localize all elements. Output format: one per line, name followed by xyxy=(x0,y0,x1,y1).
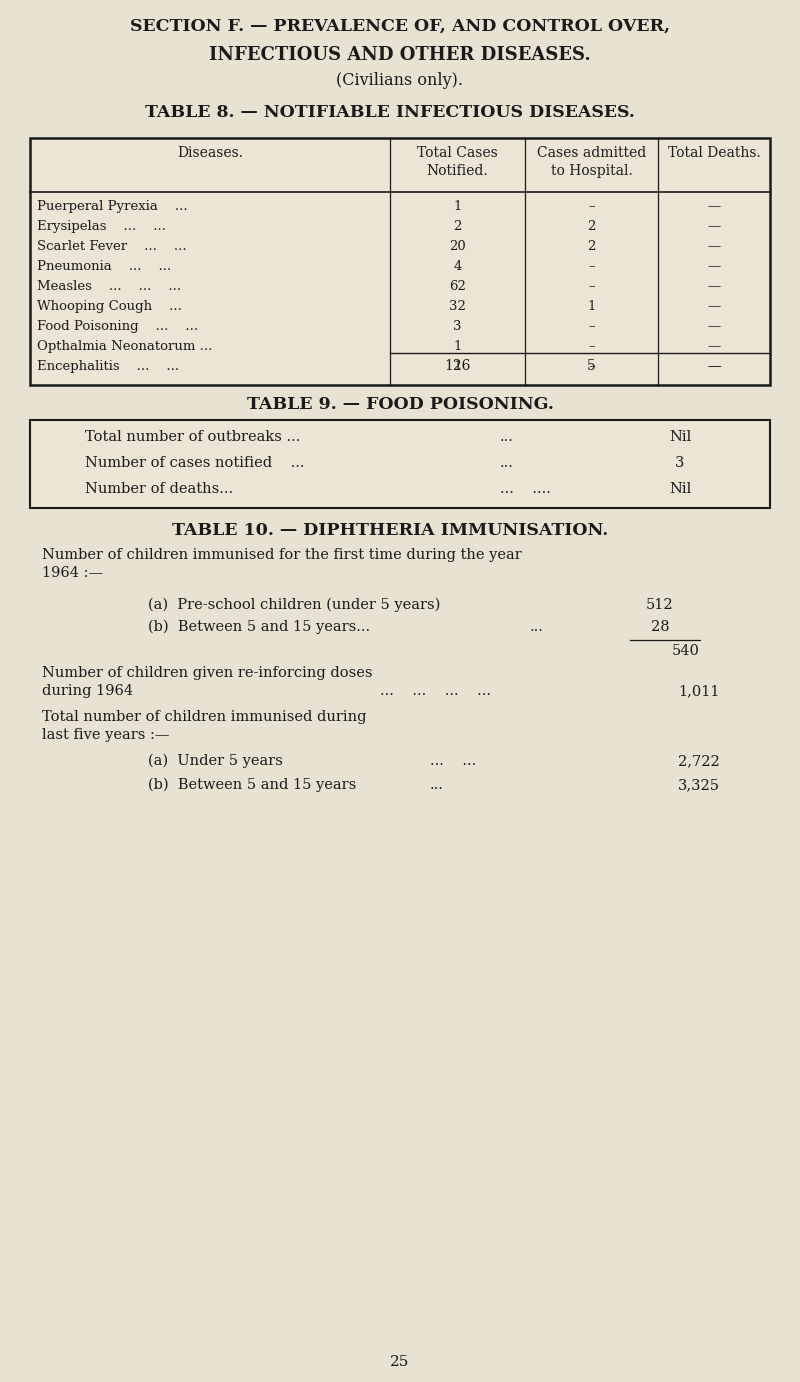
Text: —: — xyxy=(707,260,721,274)
Text: (b)  Between 5 and 15 years: (b) Between 5 and 15 years xyxy=(148,778,356,792)
Text: 4: 4 xyxy=(454,260,462,274)
Text: 1: 1 xyxy=(454,200,462,213)
Text: SECTION F. — PREVALENCE OF, AND CONTROL OVER,: SECTION F. — PREVALENCE OF, AND CONTROL … xyxy=(130,18,670,35)
Text: Food Poisoning    ...    ...: Food Poisoning ... ... xyxy=(37,321,198,333)
Text: 1: 1 xyxy=(587,300,596,312)
Text: 2,722: 2,722 xyxy=(678,755,720,768)
Text: Nil: Nil xyxy=(669,430,691,444)
Text: —: — xyxy=(707,281,721,293)
Text: Diseases.: Diseases. xyxy=(177,146,243,160)
Text: –: – xyxy=(588,321,595,333)
Text: last five years :—: last five years :— xyxy=(42,728,170,742)
Text: TABLE 9. — FOOD POISONING.: TABLE 9. — FOOD POISONING. xyxy=(246,397,554,413)
Text: 2: 2 xyxy=(587,220,596,234)
Text: Total Deaths.: Total Deaths. xyxy=(668,146,760,160)
Text: INFECTIOUS AND OTHER DISEASES.: INFECTIOUS AND OTHER DISEASES. xyxy=(209,46,591,64)
Text: 540: 540 xyxy=(672,644,700,658)
Text: —: — xyxy=(707,240,721,253)
Text: ...: ... xyxy=(500,456,514,470)
Text: 3: 3 xyxy=(675,456,685,470)
Text: Number of children immunised for the first time during the year: Number of children immunised for the fir… xyxy=(42,549,522,562)
Text: 20: 20 xyxy=(449,240,466,253)
Text: during 1964: during 1964 xyxy=(42,684,133,698)
Text: Scarlet Fever    ...    ...: Scarlet Fever ... ... xyxy=(37,240,186,253)
Text: Number of deaths...: Number of deaths... xyxy=(85,482,233,496)
Text: ...: ... xyxy=(530,621,544,634)
Text: Total number of outbreaks ...: Total number of outbreaks ... xyxy=(85,430,300,444)
Bar xyxy=(30,138,770,386)
Text: 3: 3 xyxy=(454,321,462,333)
Text: (a)  Pre-school children (under 5 years): (a) Pre-school children (under 5 years) xyxy=(148,598,440,612)
Text: 3,325: 3,325 xyxy=(678,778,720,792)
Text: 1,011: 1,011 xyxy=(678,684,720,698)
Text: —: — xyxy=(707,200,721,213)
Text: —: — xyxy=(707,321,721,333)
Text: ...: ... xyxy=(500,430,514,444)
Text: Measles    ...    ...    ...: Measles ... ... ... xyxy=(37,281,181,293)
Text: Total number of children immunised during: Total number of children immunised durin… xyxy=(42,710,366,724)
Text: –: – xyxy=(588,340,595,352)
Text: –: – xyxy=(588,281,595,293)
Text: 32: 32 xyxy=(449,300,466,312)
Text: Whooping Cough    ...: Whooping Cough ... xyxy=(37,300,182,312)
Text: –: – xyxy=(588,359,595,373)
Text: 2: 2 xyxy=(454,220,462,234)
Text: Opthalmia Neonatorum ...: Opthalmia Neonatorum ... xyxy=(37,340,212,352)
Text: Erysipelas    ...    ...: Erysipelas ... ... xyxy=(37,220,166,234)
Text: —: — xyxy=(707,220,721,234)
Text: 512: 512 xyxy=(646,598,674,612)
Text: –: – xyxy=(588,200,595,213)
Text: ...    ...    ...    ...: ... ... ... ... xyxy=(380,684,491,698)
Text: (b)  Between 5 and 15 years...: (b) Between 5 and 15 years... xyxy=(148,621,370,634)
Text: (a)  Under 5 years: (a) Under 5 years xyxy=(148,755,283,768)
Text: 1: 1 xyxy=(454,340,462,352)
Text: Total Cases
Notified.: Total Cases Notified. xyxy=(417,146,498,178)
Text: ...: ... xyxy=(430,778,444,792)
Text: ...    ...: ... ... xyxy=(430,755,476,768)
Text: Nil: Nil xyxy=(669,482,691,496)
Text: Number of cases notified    ...: Number of cases notified ... xyxy=(85,456,305,470)
Text: 1: 1 xyxy=(454,359,462,373)
Text: —: — xyxy=(707,359,721,373)
Text: —: — xyxy=(707,340,721,352)
Text: 5: 5 xyxy=(587,359,596,373)
Text: 2: 2 xyxy=(587,240,596,253)
Text: –: – xyxy=(588,260,595,274)
Text: ...    ....: ... .... xyxy=(500,482,551,496)
Text: (Civilians only).: (Civilians only). xyxy=(337,72,463,88)
Text: 28: 28 xyxy=(650,621,670,634)
Text: 1964 :—: 1964 :— xyxy=(42,567,103,580)
Text: —: — xyxy=(707,359,721,373)
Text: 126: 126 xyxy=(444,359,470,373)
Text: Puerperal Pyrexia    ...: Puerperal Pyrexia ... xyxy=(37,200,188,213)
Text: 62: 62 xyxy=(449,281,466,293)
Text: Number of children given re-inforcing doses: Number of children given re-inforcing do… xyxy=(42,666,373,680)
Text: Cases admitted
to Hospital.: Cases admitted to Hospital. xyxy=(537,146,646,178)
Text: TABLE 10. — DIPHTHERIA IMMUNISATION.: TABLE 10. — DIPHTHERIA IMMUNISATION. xyxy=(172,522,608,539)
Text: 25: 25 xyxy=(390,1354,410,1370)
Bar xyxy=(30,420,770,509)
Text: TABLE 8. — NOTIFIABLE INFECTIOUS DISEASES.: TABLE 8. — NOTIFIABLE INFECTIOUS DISEASE… xyxy=(145,104,635,122)
Text: Encephalitis    ...    ...: Encephalitis ... ... xyxy=(37,359,179,373)
Text: —: — xyxy=(707,300,721,312)
Text: Pneumonia    ...    ...: Pneumonia ... ... xyxy=(37,260,171,274)
